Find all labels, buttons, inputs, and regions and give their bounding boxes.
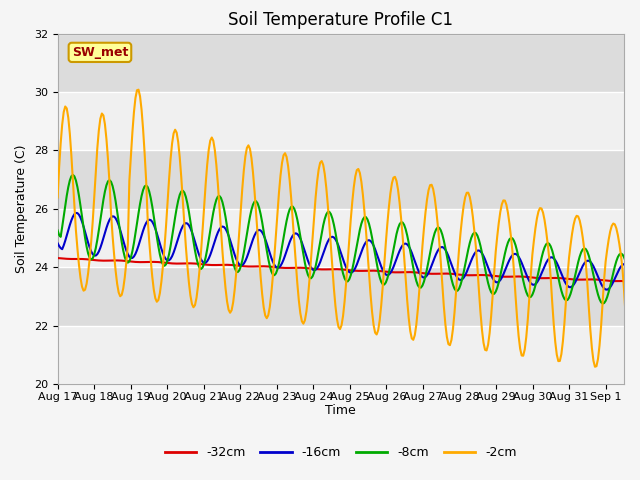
Bar [58, 34, 624, 92]
Y-axis label: Soil Temperature (C): Soil Temperature (C) [15, 144, 28, 273]
Bar [58, 267, 624, 325]
Text: SW_met: SW_met [72, 46, 128, 59]
Legend: -32cm, -16cm, -8cm, -2cm: -32cm, -16cm, -8cm, -2cm [160, 441, 522, 464]
X-axis label: Time: Time [325, 405, 356, 418]
Title: Soil Temperature Profile C1: Soil Temperature Profile C1 [228, 11, 453, 29]
Bar [58, 150, 624, 209]
